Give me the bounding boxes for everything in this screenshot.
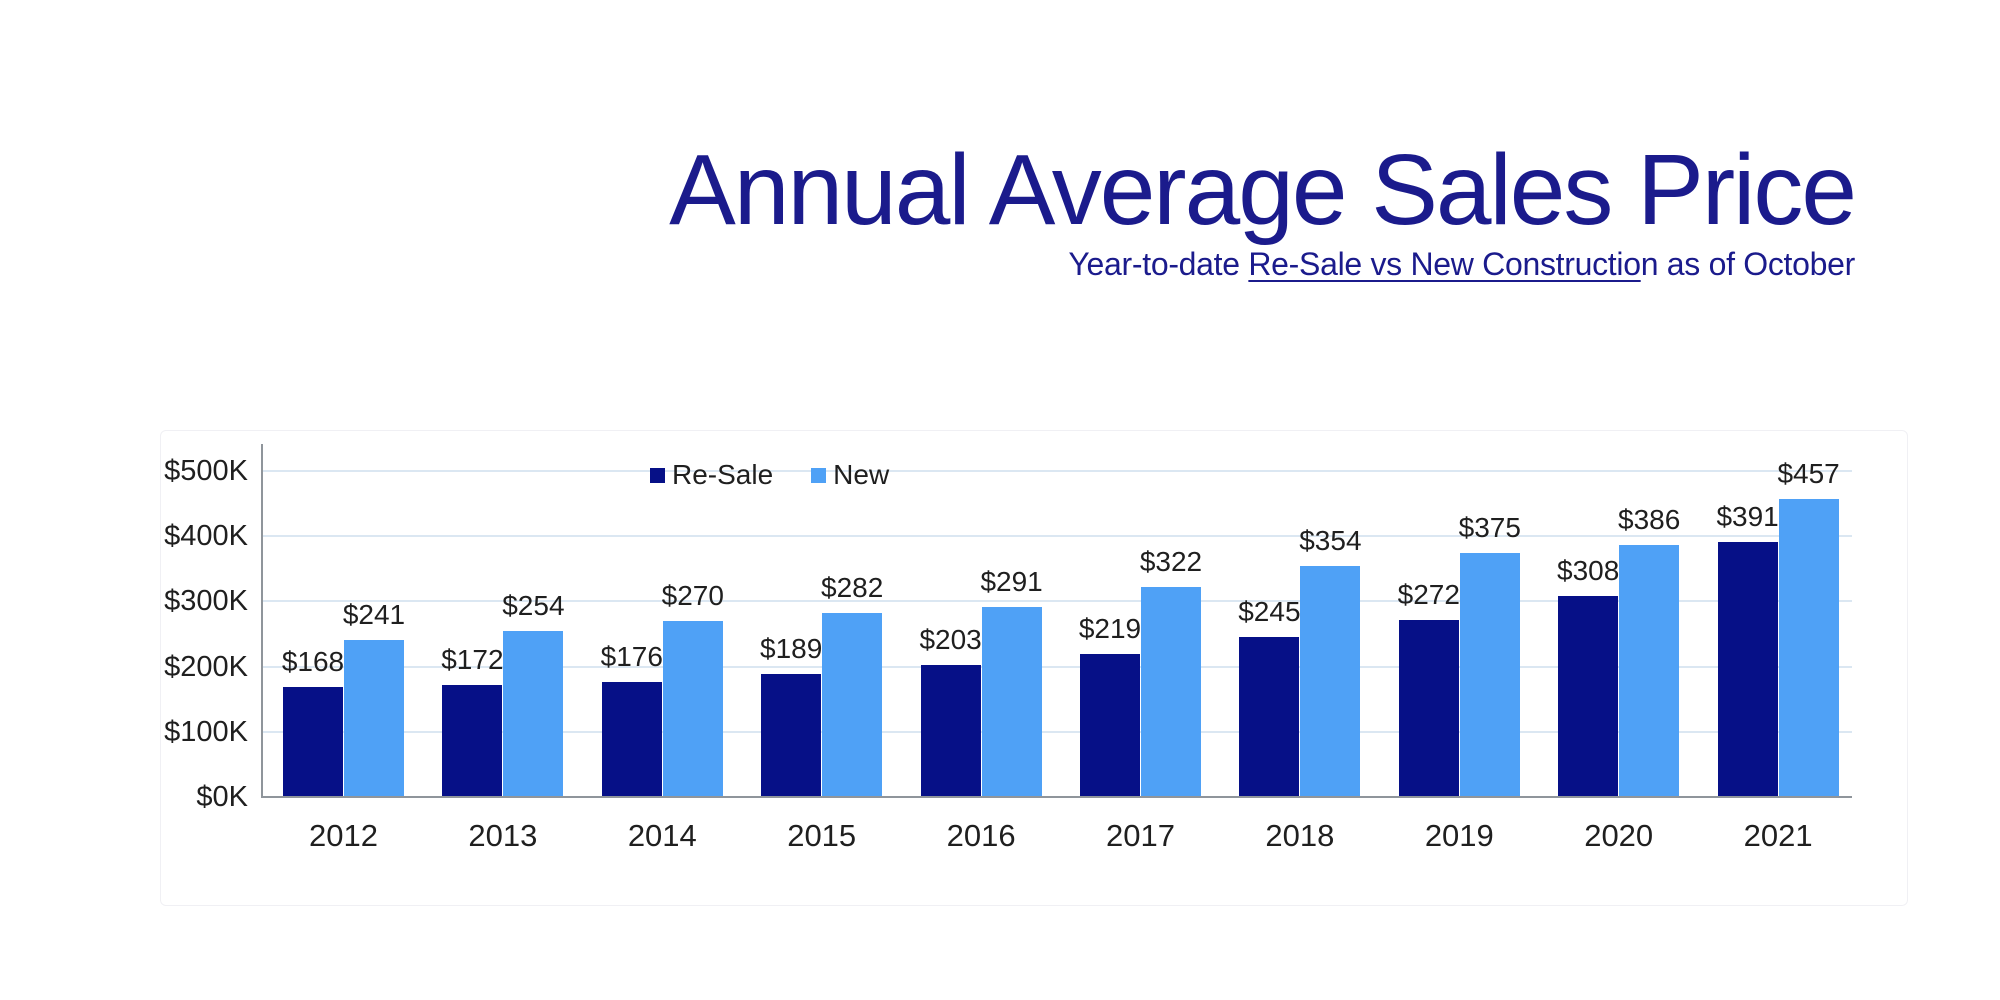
gridline-100k <box>263 730 1852 733</box>
x-axis-tick-2019: 2019 <box>1424 818 1494 853</box>
gridline-500k <box>263 470 1852 472</box>
legend-label-resale: Re-Sale <box>672 459 774 490</box>
x-axis-tick-2021: 2021 <box>1743 818 1813 853</box>
page-title: Annual Average Sales Price <box>669 134 1857 246</box>
x-axis-tick-2015: 2015 <box>787 818 857 853</box>
bar-resale-2015 <box>761 673 822 797</box>
header: Annual Average Sales Price Year-to-date … <box>669 134 1857 283</box>
bar-label-resale-2013: $172 <box>441 643 504 675</box>
x-axis-tick-2013: 2013 <box>468 818 538 853</box>
x-axis-tick-2016: 2016 <box>946 818 1016 853</box>
bar-group-2018 <box>1239 444 1361 797</box>
legend-swatch-resale <box>650 467 665 483</box>
bar-label-resale-2017: $219 <box>1078 613 1142 645</box>
y-axis-tick-300k: $300K <box>164 585 248 618</box>
legend-label-new: New <box>833 459 890 490</box>
bar-group-2013 <box>442 444 564 797</box>
subtitle-suffix: n as of October <box>1640 246 1856 282</box>
bar-group-2015 <box>761 444 883 797</box>
bar-label-new-2014: $270 <box>661 579 724 611</box>
bar-new-2012 <box>344 639 404 797</box>
gridline-200k <box>263 665 1852 668</box>
x-axis-tick-2020: 2020 <box>1584 818 1654 853</box>
bar-group-2020 <box>1558 444 1680 797</box>
bar-label-new-2015: $282 <box>821 572 884 604</box>
bar-resale-2013 <box>442 684 503 797</box>
page-subtitle: Year-to-date Re-Sale vs New Construction… <box>669 246 1855 283</box>
y-axis-tick-100k: $100K <box>164 715 248 748</box>
bar-label-new-2020: $386 <box>1618 504 1681 536</box>
bar-label-resale-2018: $245 <box>1238 596 1301 628</box>
bar-resale-2017 <box>1080 654 1140 797</box>
bar-group-2019 <box>1398 444 1520 797</box>
x-axis-tick-2012: 2012 <box>309 818 378 853</box>
y-axis-tick-200k: $200K <box>164 650 248 683</box>
bar-label-new-2013: $254 <box>502 590 565 622</box>
bar-resale-2020 <box>1558 596 1619 797</box>
gridline-300k <box>263 600 1852 603</box>
bar-group-2021 <box>1717 444 1839 797</box>
bar-label-new-2019: $375 <box>1458 511 1521 543</box>
bar-resale-2021 <box>1717 542 1778 797</box>
bar-label-new-2017: $322 <box>1139 546 1203 578</box>
subtitle-prefix: Year-to-date <box>1068 246 1249 282</box>
y-axis-tick-0k: $0K <box>196 781 248 813</box>
bar-label-resale-2012: $168 <box>281 646 345 678</box>
legend-item-resale: Re-Sale <box>650 460 773 490</box>
bar-label-resale-2019: $272 <box>1397 578 1460 610</box>
bar-new-2013 <box>503 631 564 797</box>
bar-label-resale-2021: $391 <box>1716 501 1779 533</box>
bar-label-new-2012: $241 <box>342 598 406 630</box>
bar-new-2014 <box>662 620 723 797</box>
bar-resale-2019 <box>1398 619 1459 797</box>
bar-group-2014 <box>601 444 723 797</box>
legend-item-new: New <box>811 460 889 490</box>
x-axis-line <box>261 796 1852 798</box>
x-axis-tick-2014: 2014 <box>627 818 697 853</box>
bar-label-new-2018: $354 <box>1299 525 1362 557</box>
y-axis-line <box>261 444 263 797</box>
bar-new-2016 <box>981 607 1042 797</box>
bar-resale-2018 <box>1239 637 1300 797</box>
bar-resale-2016 <box>920 664 981 797</box>
bar-new-2021 <box>1778 499 1839 797</box>
bar-resale-2014 <box>601 682 662 797</box>
bar-group-2016 <box>920 444 1042 797</box>
bar-new-2018 <box>1300 566 1361 797</box>
bar-new-2015 <box>822 613 883 797</box>
chart-legend: Re-Sale New <box>650 460 889 490</box>
bar-resale-2012 <box>283 687 343 797</box>
subtitle-underlined-segment: Re-Sale vs New Constructio <box>1248 246 1641 282</box>
bar-new-2019 <box>1459 552 1520 797</box>
x-axis-tick-2018: 2018 <box>1265 818 1335 853</box>
bar-label-resale-2015: $189 <box>760 632 823 664</box>
legend-swatch-new <box>811 467 827 483</box>
bar-new-2017 <box>1141 587 1201 797</box>
gridline-400k <box>263 535 1852 538</box>
y-axis-tick-400k: $400K <box>164 520 248 553</box>
bar-group-2017 <box>1080 444 1201 797</box>
bar-label-resale-2020: $308 <box>1557 555 1620 587</box>
x-axis-tick-2017: 2017 <box>1106 818 1175 853</box>
bar-group-2012 <box>283 444 404 797</box>
chart-card <box>160 430 1908 906</box>
bar-label-resale-2016: $203 <box>919 623 982 655</box>
bar-label-new-2021: $457 <box>1777 458 1840 490</box>
bar-label-new-2016: $291 <box>980 566 1043 598</box>
bar-new-2020 <box>1619 545 1680 797</box>
bar-label-resale-2014: $176 <box>600 641 663 673</box>
y-axis-tick-500k: $500K <box>164 455 248 487</box>
